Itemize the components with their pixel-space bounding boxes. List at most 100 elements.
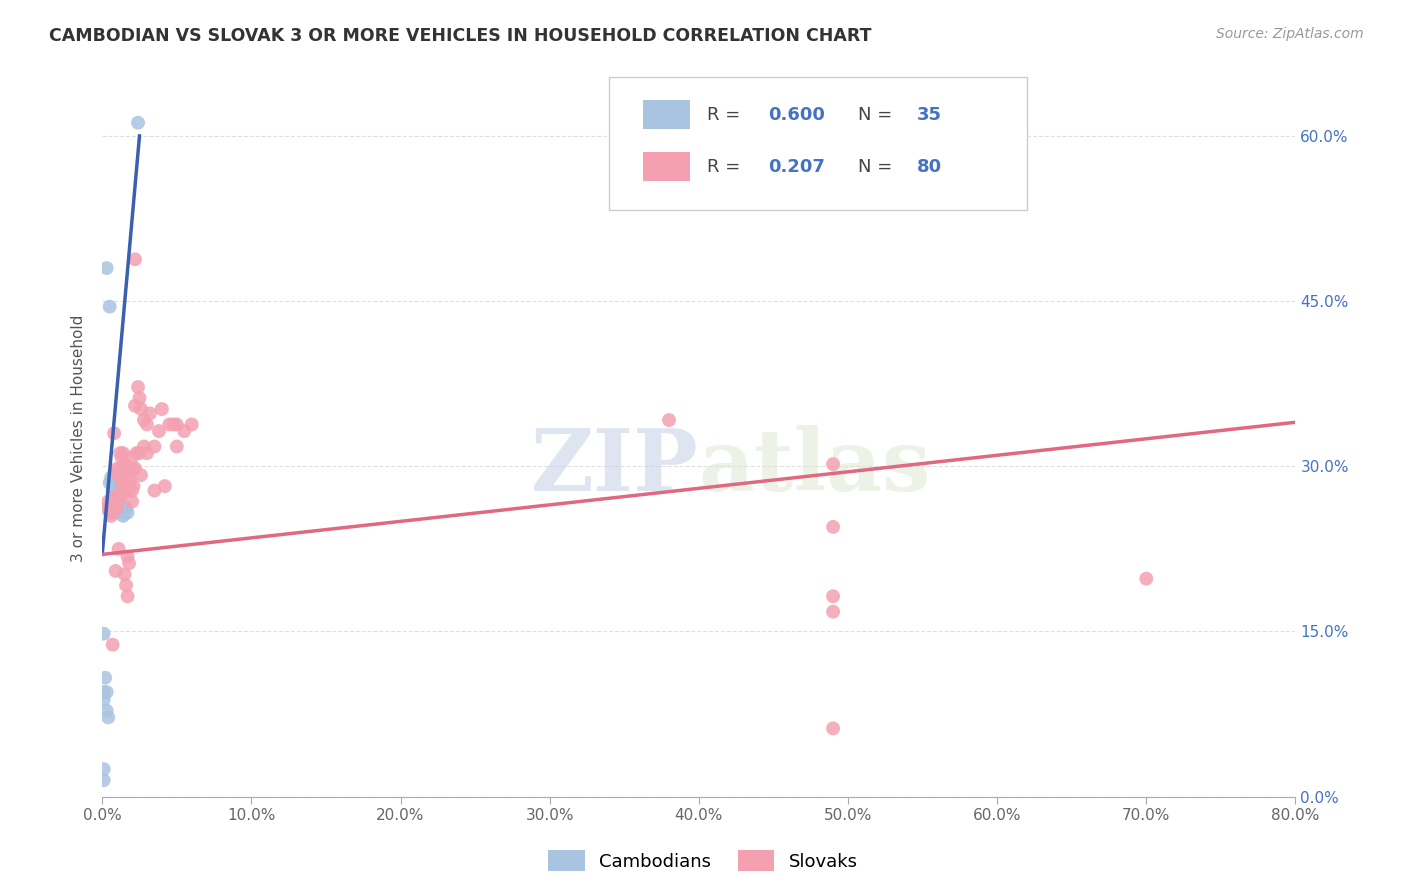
Point — [115, 483, 138, 498]
Point — [114, 503, 136, 517]
Point — [110, 479, 132, 493]
Point — [101, 475, 124, 490]
Point — [122, 461, 145, 475]
Point — [125, 446, 148, 460]
Text: Source: ZipAtlas.com: Source: ZipAtlas.com — [1216, 27, 1364, 41]
Text: CAMBODIAN VS SLOVAK 3 OR MORE VEHICLES IN HOUSEHOLD CORRELATION CHART: CAMBODIAN VS SLOVAK 3 OR MORE VEHICLES I… — [49, 27, 872, 45]
Point — [97, 494, 120, 508]
Point — [180, 417, 202, 432]
Point — [823, 722, 845, 736]
Point — [157, 417, 180, 432]
Point — [150, 402, 173, 417]
Point — [108, 494, 131, 508]
Point — [1135, 572, 1157, 586]
Point — [105, 492, 128, 507]
Point — [823, 520, 845, 534]
Text: N =: N = — [858, 158, 897, 176]
Point — [136, 417, 159, 432]
Point — [143, 483, 166, 498]
Point — [101, 483, 124, 498]
Point — [101, 498, 124, 512]
Point — [103, 490, 125, 504]
Point — [96, 704, 118, 718]
Point — [143, 440, 166, 454]
Point — [166, 417, 188, 432]
Y-axis label: 3 or more Vehicles in Household: 3 or more Vehicles in Household — [72, 315, 86, 563]
Point — [823, 589, 845, 603]
Point — [114, 479, 136, 493]
Point — [108, 501, 131, 516]
Point — [94, 671, 117, 685]
Point — [112, 479, 135, 493]
Point — [173, 424, 195, 438]
Point — [103, 498, 125, 512]
Point — [124, 399, 146, 413]
Point — [110, 503, 132, 517]
Point — [105, 501, 128, 516]
Point — [104, 494, 127, 508]
Point — [124, 461, 146, 475]
Point — [96, 685, 118, 699]
Point — [114, 457, 136, 471]
Point — [103, 483, 125, 498]
Point — [121, 450, 143, 465]
Point — [115, 501, 138, 516]
Point — [101, 638, 124, 652]
Point — [107, 506, 129, 520]
Point — [163, 417, 186, 432]
Point — [117, 549, 139, 564]
Text: atlas: atlas — [699, 425, 931, 509]
Point — [115, 578, 138, 592]
Point — [121, 483, 143, 498]
Point — [100, 508, 122, 523]
Point — [124, 252, 146, 267]
Text: R =: R = — [707, 158, 747, 176]
Point — [104, 490, 127, 504]
Point — [118, 461, 141, 475]
Point — [105, 461, 128, 475]
Point — [115, 461, 138, 475]
Point — [823, 457, 845, 471]
Point — [96, 501, 118, 516]
Text: 0.207: 0.207 — [768, 158, 825, 176]
Point — [105, 503, 128, 517]
Point — [127, 116, 149, 130]
Point — [117, 473, 139, 487]
Point — [117, 589, 139, 603]
Point — [166, 440, 188, 454]
Text: ZIP: ZIP — [531, 425, 699, 509]
Point — [129, 468, 152, 483]
Point — [104, 498, 127, 512]
Point — [110, 450, 132, 465]
Point — [129, 402, 152, 417]
Point — [107, 490, 129, 504]
Point — [104, 564, 127, 578]
FancyBboxPatch shape — [643, 100, 690, 128]
Point — [98, 506, 121, 520]
Point — [153, 479, 176, 493]
FancyBboxPatch shape — [609, 78, 1026, 210]
Point — [120, 473, 142, 487]
Point — [112, 461, 135, 475]
Point — [107, 541, 129, 556]
Point — [112, 506, 135, 520]
Text: 35: 35 — [917, 105, 942, 123]
Point — [100, 503, 122, 517]
Point — [823, 605, 845, 619]
Point — [93, 762, 115, 776]
Point — [93, 685, 115, 699]
Point — [97, 710, 120, 724]
Point — [98, 501, 121, 516]
Point — [658, 413, 681, 427]
Point — [103, 426, 125, 441]
Point — [96, 261, 118, 276]
Point — [117, 506, 139, 520]
Point — [105, 498, 128, 512]
Point — [128, 446, 150, 460]
Point — [93, 692, 115, 706]
Text: R =: R = — [707, 105, 747, 123]
Text: 0.600: 0.600 — [768, 105, 825, 123]
Point — [108, 461, 131, 475]
Point — [103, 494, 125, 508]
Point — [132, 413, 155, 427]
